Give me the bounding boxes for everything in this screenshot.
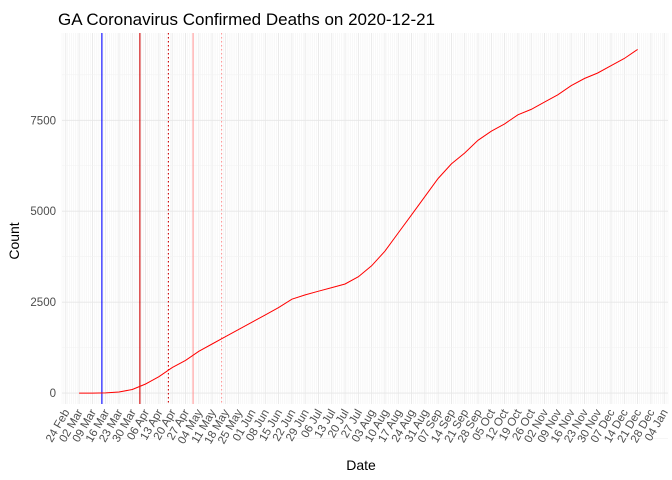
series-layer bbox=[79, 48, 638, 394]
x-axis-title: Date bbox=[346, 457, 376, 473]
y-tick-label: 2500 bbox=[30, 297, 56, 309]
y-tick-label: 5000 bbox=[30, 206, 56, 218]
chart-title: GA Coronavirus Confirmed Deaths on 2020-… bbox=[58, 10, 435, 29]
series-line bbox=[79, 48, 638, 394]
reference-lines bbox=[101, 33, 223, 404]
y-tick-label: 7500 bbox=[30, 115, 56, 127]
y-tick-label: 0 bbox=[50, 388, 56, 400]
y-axis-title: Count bbox=[6, 222, 22, 259]
y-axis: 0 2500 5000 7500 bbox=[30, 115, 56, 400]
grid bbox=[61, 33, 669, 439]
